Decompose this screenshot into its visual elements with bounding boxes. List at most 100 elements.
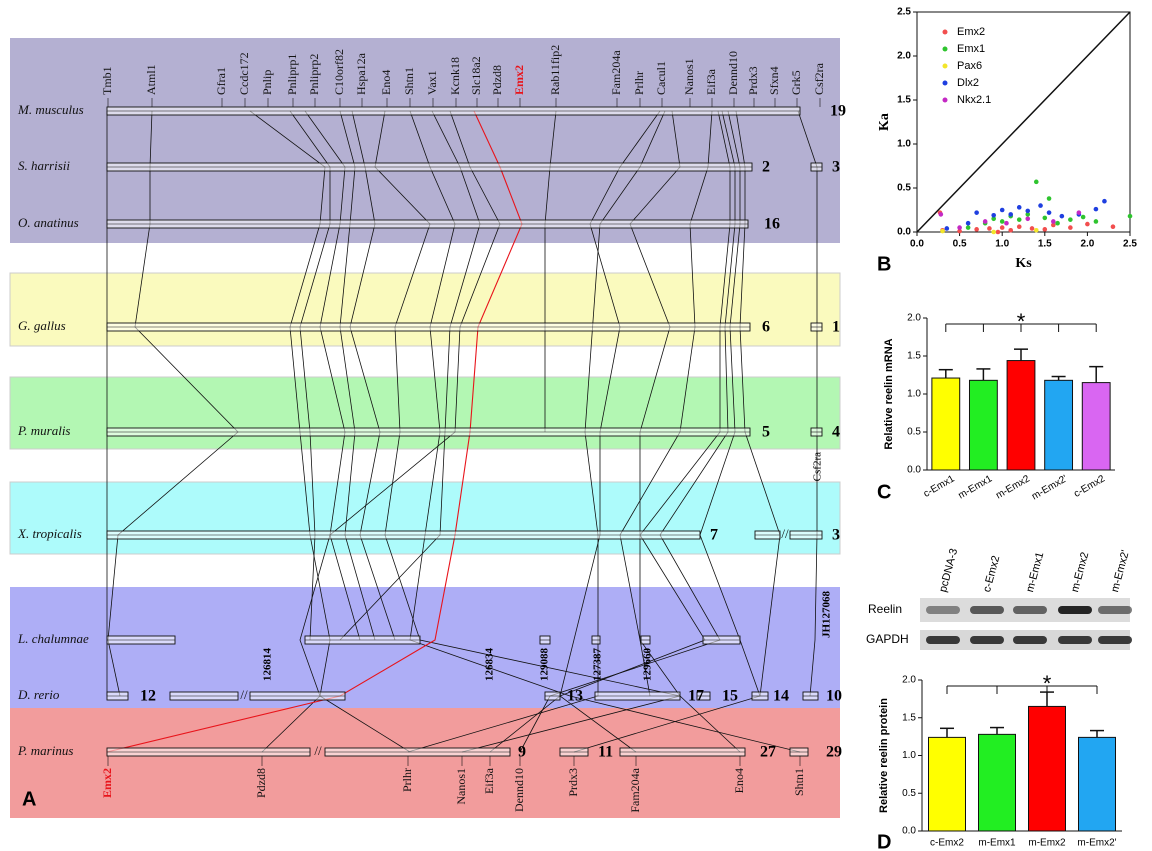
scaffold-label: 126814: [262, 648, 274, 682]
bar: [969, 380, 997, 470]
chromosome-label: 5: [762, 424, 770, 441]
legend-swatch: [943, 81, 948, 86]
y-tick-label: 1.5: [897, 95, 911, 106]
gene-label: Sfxn4: [767, 66, 781, 95]
blot-row-label: Reelin: [868, 602, 902, 616]
x-tick-label: m-Emx2: [1028, 838, 1066, 849]
species-name: M. musculus: [17, 102, 84, 117]
scatter-point: [966, 221, 971, 226]
gene-label: Prlhr: [632, 71, 646, 95]
scatter-point: [1094, 219, 1099, 224]
x-tick-label: m-Emx1: [978, 838, 1016, 849]
blot-band: [1013, 606, 1047, 614]
y-tick-label: 2.0: [902, 675, 916, 686]
scatter-point: [1004, 221, 1009, 226]
x-tick-label: 1.0: [995, 239, 1009, 250]
y-tick-label: 0.0: [897, 227, 911, 238]
bar: [929, 737, 966, 831]
significance-mark: *: [1017, 309, 1026, 334]
chromosome-label: 7: [710, 527, 718, 544]
scatter-point: [1068, 225, 1073, 230]
y-tick-label: 1.0: [902, 750, 916, 761]
scatter-point: [996, 230, 1001, 235]
gene-label: Pnliprp1: [285, 54, 299, 95]
gene-label: Eif3a: [482, 767, 496, 794]
scatter-point: [974, 210, 979, 215]
legend-label: Nkx2.1: [957, 94, 991, 106]
gene-label: Slc18a2: [469, 56, 483, 95]
scatter-point: [1094, 207, 1099, 212]
scatter-point: [1081, 215, 1086, 220]
chromosome-label: 29: [826, 744, 842, 761]
legend-swatch: [943, 30, 948, 35]
x-tick-label: m-Emx2: [994, 473, 1032, 501]
chromosome-label: 17: [688, 688, 704, 705]
chromosome-label: 27: [760, 744, 776, 761]
fish-band: [10, 587, 840, 708]
scaffold-label: 126834: [484, 648, 496, 682]
scatter-point: [957, 225, 962, 230]
y-tick-label: 1.5: [907, 351, 921, 362]
chromosome-label: 11: [598, 744, 613, 761]
chromosome-label: 4: [832, 424, 840, 441]
scatter-point: [1034, 180, 1039, 185]
gene-label: Vax1: [425, 70, 439, 95]
species-name: X. tropicalis: [17, 526, 82, 541]
gene-label: Gfra1: [214, 67, 228, 95]
x-tick-label: c-Emx1: [922, 473, 957, 500]
bar: [932, 378, 960, 470]
chart-panel: 0.00.51.01.52.0Relative reelin mRNAc-Emx…: [877, 309, 1115, 503]
gene-label: Eif3a: [704, 68, 718, 95]
legend-label: Emx1: [957, 43, 985, 55]
chromosome-label: 10: [826, 688, 842, 705]
chromosome-label: 19: [830, 103, 846, 120]
scatter-point: [1000, 208, 1005, 213]
gene-label: Grk5: [789, 70, 803, 95]
panel-label: D: [877, 831, 891, 851]
species-name: L. chalumnae: [17, 631, 89, 646]
gene-label: Shtn1: [792, 768, 806, 796]
figure: //////Tmb1Atml1Gfra1Ccdc172PnlipPnliprp1…: [0, 0, 1152, 851]
y-tick-label: 1.5: [902, 712, 916, 723]
bar: [1082, 383, 1110, 470]
gene-label: Rab11fip2: [548, 45, 562, 95]
scatter-point: [974, 227, 979, 232]
lane-label: pcDNA-3: [937, 547, 960, 593]
gene-label: Emx2: [100, 768, 114, 798]
scatter-point: [1034, 228, 1039, 233]
bar: [1045, 380, 1073, 470]
chromosome-label: 12: [140, 688, 156, 705]
lane-label: m-Emx2: [1069, 551, 1091, 594]
gene-label: Tmb1: [100, 66, 114, 95]
scatter-point: [1068, 217, 1073, 222]
bar: [979, 734, 1016, 831]
y-axis-label: Ka: [877, 113, 892, 131]
significance-mark: *: [1043, 671, 1052, 696]
gene-label: Fam204a: [609, 50, 623, 95]
gene-label: Shtn1: [402, 67, 416, 95]
chromosome-label: 1: [832, 319, 840, 336]
y-axis-label: Relative reelin protein: [878, 698, 890, 813]
gene-label: Cacul1: [654, 61, 668, 95]
blot-band: [926, 636, 960, 644]
y-tick-label: 0.0: [907, 465, 921, 476]
gene-label: Prlhr: [400, 768, 414, 792]
scatter-point: [1085, 222, 1090, 227]
gene-label: Emx2: [512, 65, 526, 95]
y-tick-label: 2.5: [897, 7, 911, 18]
scatter-point: [1047, 210, 1052, 215]
scatter-point: [983, 219, 988, 224]
scatter-point: [1060, 214, 1065, 219]
gene-label: Eno4: [379, 70, 393, 95]
chromosome-label: 3: [832, 159, 840, 176]
x-tick-label: m-Emx1: [956, 473, 994, 501]
x-tick-label: 1.5: [1038, 239, 1052, 250]
blot-row-label: GAPDH: [866, 632, 909, 646]
scatter-point: [945, 226, 950, 231]
lane-label: c-Emx2: [981, 554, 1002, 593]
legend-swatch: [943, 64, 948, 69]
legend-swatch: [943, 47, 948, 52]
x-tick-label: m-Emx2': [1030, 473, 1069, 502]
x-tick-label: 0.0: [910, 239, 924, 250]
